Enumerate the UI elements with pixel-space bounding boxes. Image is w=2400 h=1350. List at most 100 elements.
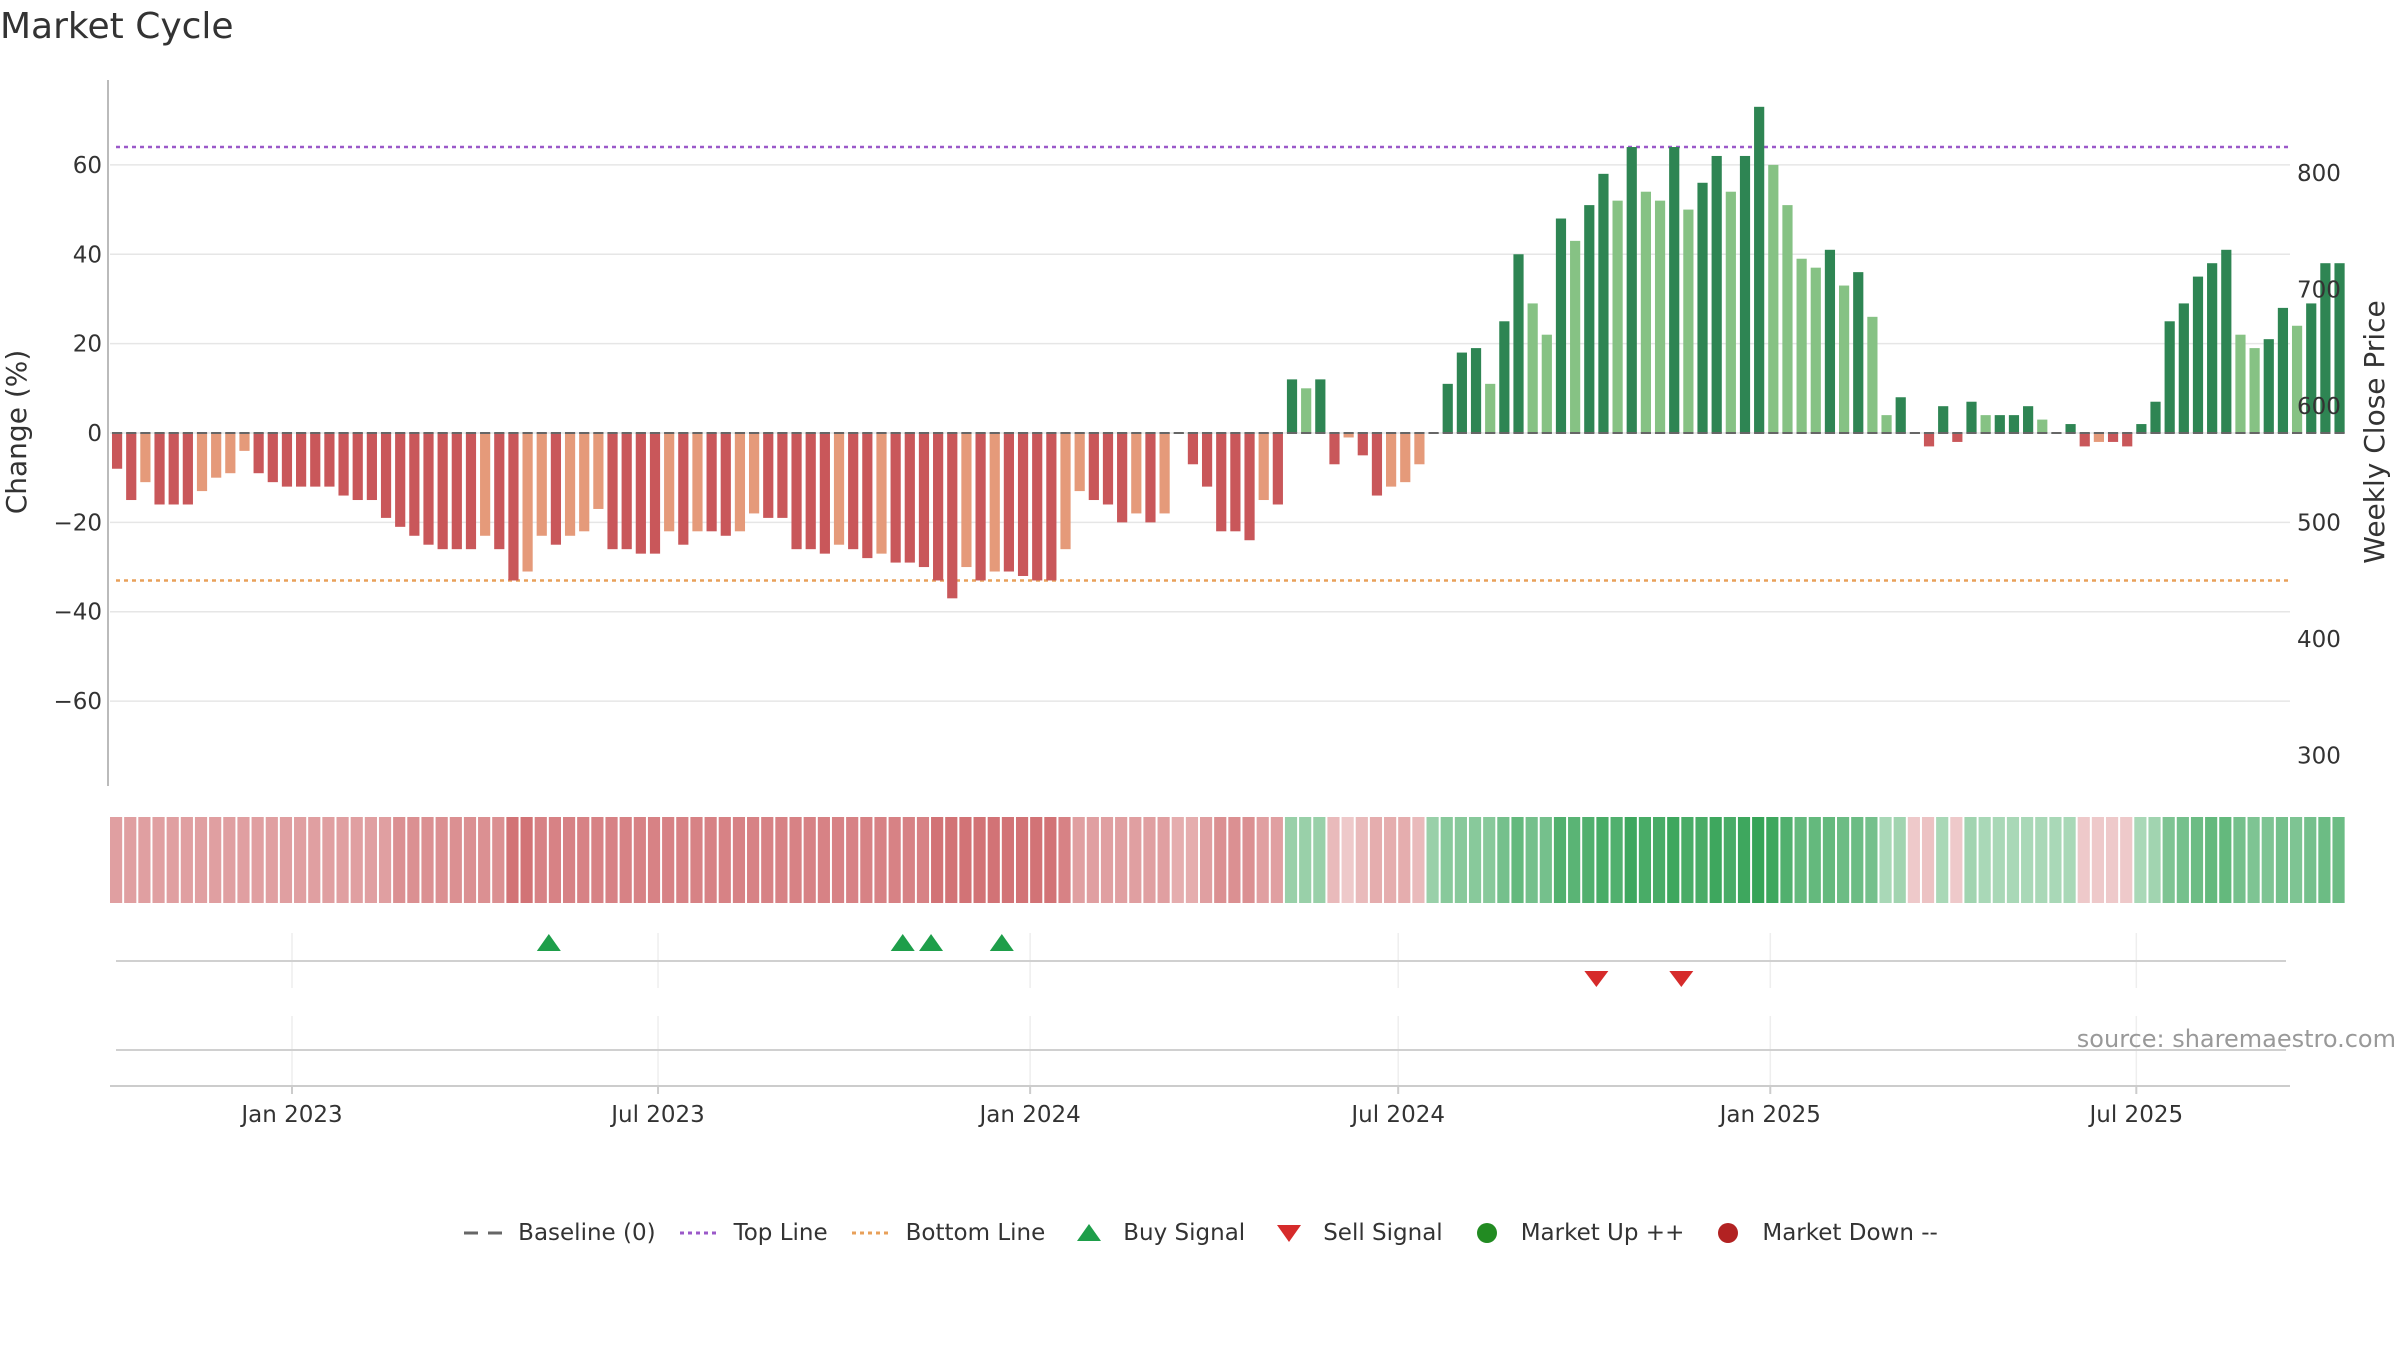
change-bar bbox=[1131, 433, 1142, 514]
change-bar bbox=[1739, 155, 1751, 433]
heat-cell bbox=[152, 817, 165, 903]
heat-cell bbox=[1596, 817, 1609, 903]
heat-cell bbox=[1185, 817, 1199, 903]
heat-cell bbox=[2233, 817, 2246, 903]
change-bar bbox=[1768, 164, 1779, 433]
grid-lines bbox=[110, 164, 2290, 702]
heat-cell bbox=[2162, 817, 2175, 903]
change-bar bbox=[805, 433, 816, 550]
change-bar bbox=[621, 433, 632, 550]
heat-cell bbox=[1511, 817, 1524, 903]
change-bar bbox=[918, 433, 930, 568]
change-bar bbox=[1145, 433, 1156, 523]
heat-cell bbox=[378, 817, 392, 903]
change-bar bbox=[1952, 433, 1963, 442]
y-tick-label-right: 700 bbox=[2297, 278, 2341, 304]
heat-cell bbox=[209, 817, 222, 903]
buy-signal-marker bbox=[989, 934, 1014, 951]
change-bar bbox=[494, 433, 505, 550]
change-bar bbox=[1470, 348, 1482, 433]
change-bar bbox=[876, 433, 887, 554]
heat-cell bbox=[1483, 817, 1496, 903]
heat-cell bbox=[308, 817, 321, 903]
heat-cell bbox=[534, 817, 547, 903]
change-bar bbox=[2079, 433, 2090, 447]
y-tick-label-left: −60 bbox=[53, 689, 102, 715]
change-bar bbox=[2192, 276, 2204, 433]
change-bar bbox=[1102, 433, 1114, 505]
change-bar bbox=[1697, 182, 1708, 433]
heat-cell bbox=[1624, 817, 1637, 903]
change-bar bbox=[1386, 433, 1397, 487]
heat-cell bbox=[194, 817, 208, 903]
heat-cell bbox=[761, 817, 774, 903]
change-bar bbox=[126, 433, 137, 501]
y-axis-right-title: Weekly Close Price bbox=[2358, 300, 2391, 563]
heat-cell bbox=[350, 817, 363, 903]
axes: 60 40 20 0 −20 −40 −60 800 700 600 500 400 300 bbox=[53, 80, 2341, 786]
heat-cell bbox=[973, 817, 986, 903]
change-bar bbox=[1612, 200, 1623, 433]
change-bar bbox=[1598, 173, 1609, 433]
heat-cell bbox=[1539, 817, 1552, 903]
change-bar bbox=[111, 433, 123, 469]
heat-cell bbox=[633, 817, 646, 903]
heat-cell bbox=[676, 817, 689, 903]
change-bar bbox=[2093, 433, 2104, 442]
heat-cell bbox=[478, 817, 491, 903]
change-bar bbox=[423, 433, 434, 545]
triangle-down-icon bbox=[1267, 1218, 1311, 1248]
y-tick-label-right: 800 bbox=[2297, 161, 2341, 187]
change-bar bbox=[2107, 433, 2119, 442]
change-bar bbox=[904, 433, 915, 563]
heat-cell bbox=[1256, 817, 1269, 903]
change-bar bbox=[1315, 379, 1326, 433]
heat-cell bbox=[1780, 817, 1793, 903]
market-panel bbox=[116, 1016, 2286, 1085]
change-bar bbox=[2249, 348, 2260, 433]
change-bar bbox=[296, 433, 307, 487]
heat-cell bbox=[1737, 817, 1751, 903]
change-bar bbox=[1343, 433, 1354, 438]
sell-signal-marker bbox=[1669, 971, 1694, 987]
y-tick-label-right: 300 bbox=[2297, 744, 2341, 770]
heat-cell bbox=[1355, 817, 1368, 903]
change-bar bbox=[848, 433, 859, 550]
change-bar bbox=[607, 433, 618, 550]
x-tick-label: Jul 2023 bbox=[609, 1102, 705, 1128]
change-bar bbox=[1669, 147, 1680, 433]
source-credit: source: sharemaestro.com bbox=[2077, 1025, 2396, 1053]
heat-cell bbox=[1978, 817, 1991, 903]
y-axis-left-title: Change (%) bbox=[0, 350, 33, 515]
change-bar bbox=[182, 433, 193, 505]
heat-cell bbox=[2035, 817, 2048, 903]
heat-cell bbox=[662, 817, 675, 903]
heat-cell bbox=[2304, 817, 2317, 903]
heat-cell bbox=[1497, 817, 1510, 903]
heat-cell bbox=[1341, 817, 1354, 903]
change-bar bbox=[1244, 433, 1255, 541]
change-bar bbox=[890, 433, 901, 563]
heat-cell bbox=[520, 817, 533, 903]
circle-icon bbox=[1706, 1218, 1750, 1248]
change-bar bbox=[1867, 316, 1878, 433]
heat-cell bbox=[1327, 817, 1340, 903]
change-bar bbox=[451, 433, 462, 550]
heat-cell bbox=[1001, 817, 1014, 903]
change-bar bbox=[1485, 383, 1496, 433]
change-bar bbox=[1782, 205, 1793, 433]
heat-cell bbox=[449, 817, 462, 903]
change-bar bbox=[1230, 433, 1241, 532]
y-tick-label-left: −40 bbox=[53, 600, 102, 626]
change-bar bbox=[706, 433, 717, 532]
heat-cell bbox=[1766, 817, 1779, 903]
heat-cell bbox=[2275, 817, 2289, 903]
heat-cell bbox=[2247, 817, 2260, 903]
heat-cell bbox=[1058, 817, 1071, 903]
dotted-line-icon bbox=[850, 1218, 894, 1248]
x-axis: Jan 2023 Jul 2023 Jan 2024 Jul 2024 Jan 2025… bbox=[110, 1085, 2290, 1128]
change-bar bbox=[933, 433, 944, 581]
change-bar bbox=[409, 433, 420, 536]
heat-cell bbox=[1143, 817, 1156, 903]
change-bar bbox=[1329, 433, 1340, 465]
